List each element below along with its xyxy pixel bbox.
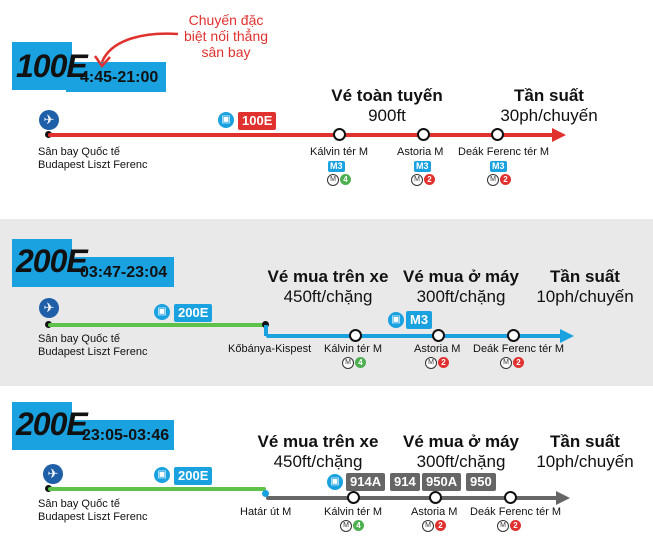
frequency-header: Tần suất 10ph/chuyến — [536, 432, 634, 471]
metro-icon: M — [425, 357, 437, 369]
stop-dot — [491, 128, 504, 141]
bus-icon: ▣ — [154, 304, 170, 320]
callout-text: Chuyến đặc biệt nối thẳng sân bay — [183, 12, 269, 60]
stop-dot — [333, 128, 346, 141]
stop-label: Kálvin tér M — [324, 506, 383, 518]
metro-icon: M — [422, 520, 434, 532]
airplane-icon: ✈ — [43, 464, 63, 484]
route-line — [48, 133, 554, 137]
hours-box — [66, 257, 174, 287]
route-arrow-icon — [552, 128, 566, 142]
operating-hours: 4:45-21:00 — [80, 69, 159, 86]
stop-dot — [507, 329, 520, 342]
stop-dot — [417, 128, 430, 141]
route-200e-night-panel: 200E 23:05-03:46 Vé mua trên xe 450ft/ch… — [0, 386, 653, 551]
route-arrow-icon — [560, 329, 574, 343]
metro-badge: M3 — [490, 161, 507, 172]
metro-line-badge: 2 — [500, 174, 511, 185]
metro-icon: M — [340, 520, 352, 532]
metro-line-badge: 4 — [340, 174, 351, 185]
transfer-dot — [262, 321, 269, 328]
route-arrow-icon — [556, 491, 570, 505]
route-line-night — [266, 496, 558, 500]
transfer-connector — [264, 325, 268, 336]
route-number: 200E — [16, 406, 88, 442]
origin-label: Sân bay Quốc tế Budapest Liszt Ferenc — [38, 498, 148, 523]
stop-label: Astoria M — [411, 506, 458, 518]
route-badge-box — [12, 402, 72, 450]
bus-icon: ▣ — [218, 112, 234, 128]
machine-fare-header: Vé mua ở máy 300ft/chặng — [402, 267, 520, 306]
stop-label: Astoria M — [414, 343, 461, 355]
frequency-header: Tần suất 10ph/chuyến — [536, 267, 634, 306]
metro-icon: M — [497, 520, 509, 532]
callout-arrow-icon — [93, 32, 179, 68]
night-line-badge: 914 — [390, 473, 420, 491]
frequency-header: Tần suất 30ph/chuyến — [500, 86, 598, 125]
route-number: 200E — [16, 243, 88, 279]
hours-box — [66, 420, 174, 450]
metro-line-badge: M3 — [406, 311, 433, 329]
airplane-icon: ✈ — [39, 110, 59, 130]
metro-icon: M — [411, 174, 423, 186]
metro-icon: M — [327, 174, 339, 186]
route-badge-box — [12, 239, 72, 287]
metro-icon: M — [500, 357, 512, 369]
machine-fare-header: Vé mua ở máy 300ft/chặng — [402, 432, 520, 471]
airplane-icon: ✈ — [39, 298, 59, 318]
route-line-metro — [266, 334, 562, 338]
metro-line-badge: 2 — [513, 357, 524, 368]
stop-dot — [432, 329, 445, 342]
stop-label: Kálvin tér M — [310, 146, 369, 158]
route-100e-panel: 100E 4:45-21:00 Chuyến đặc biệt nối thẳn… — [0, 0, 653, 200]
stop-label: Astoria M — [397, 146, 444, 158]
origin-label: Sân bay Quốc tế Budapest Liszt Ferenc — [38, 333, 148, 358]
night-bus-icon: ▣ — [327, 474, 343, 490]
transfer-label: Kőbánya-Kispest — [228, 343, 312, 355]
stop-dot — [349, 329, 362, 342]
stop-dot — [347, 491, 360, 504]
metro-line-badge: 4 — [355, 357, 366, 368]
stop-dot — [429, 491, 442, 504]
operating-hours: 23:05-03:46 — [82, 427, 170, 444]
metro-line-badge: 4 — [353, 520, 364, 531]
route-200e-day-panel: 200E 03:47-23:04 Vé mua trên xe 450ft/ch… — [0, 219, 653, 386]
metro-badge: M3 — [414, 161, 431, 172]
onboard-fare-header: Vé mua trên xe 450ft/chặng — [257, 432, 379, 471]
line-badge: 200E — [174, 304, 213, 322]
metro-line-badge: 2 — [435, 520, 446, 531]
metro-line-badge: 2 — [510, 520, 521, 531]
line-badge: 100E — [238, 112, 277, 130]
stop-dot — [504, 491, 517, 504]
route-badge-box — [12, 42, 72, 90]
metro-icon: ▣ — [388, 312, 404, 328]
fare-header: Vé toàn tuyến 900ft — [331, 86, 443, 125]
origin-label: Sân bay Quốc tế Budapest Liszt Ferenc — [38, 146, 148, 171]
route-line-bus — [48, 323, 266, 327]
metro-icon: M — [342, 357, 354, 369]
transfer-dot — [262, 490, 269, 497]
stop-label: Deák Ferenc tér M — [470, 506, 562, 518]
stop-label: Deák Ferenc tér M — [458, 146, 550, 158]
route-line-bus — [48, 487, 266, 491]
operating-hours: 03:47-23:04 — [80, 264, 168, 281]
night-line-badge: 950 — [466, 473, 496, 491]
route-number: 100E — [16, 48, 88, 84]
onboard-fare-header: Vé mua trên xe 450ft/chặng — [267, 267, 389, 306]
metro-line-badge: 2 — [424, 174, 435, 185]
metro-badge: M3 — [328, 161, 345, 172]
hours-box — [66, 62, 166, 92]
metro-line-badge: 2 — [438, 357, 449, 368]
night-line-badge: 914A — [346, 473, 386, 491]
stop-label: Kálvin tér M — [324, 343, 383, 355]
night-line-badge: 950A — [422, 473, 462, 491]
line-badge: 200E — [174, 467, 213, 485]
metro-icon: M — [487, 174, 499, 186]
bus-icon: ▣ — [154, 467, 170, 483]
stop-label: Deák Ferenc tér M — [473, 343, 565, 355]
transfer-label: Határ út M — [240, 506, 292, 518]
